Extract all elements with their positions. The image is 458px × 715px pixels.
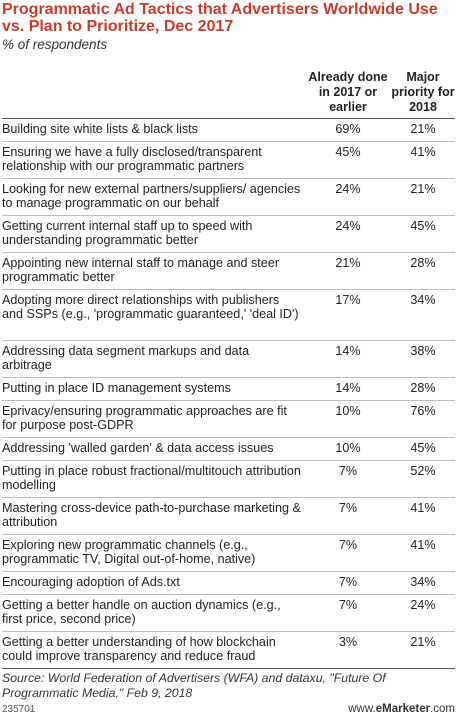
table-row: Putting in place robust fractional/multi… [2, 460, 455, 498]
row-label: Putting in place robust fractional/multi… [2, 460, 305, 498]
row-label: Building site white lists & black lists [2, 119, 305, 142]
row-value-priority: 21% [391, 631, 455, 669]
row-value-done: 7% [305, 594, 391, 632]
row-value-priority: 41% [391, 141, 455, 179]
chart-subtitle: % of respondents [2, 37, 108, 52]
row-value-priority: 45% [391, 437, 455, 461]
row-label: Eprivacy/ensuring programmatic approache… [2, 400, 305, 438]
table-row: Addressing 'walled garden' & data access… [2, 437, 455, 461]
row-label: Addressing 'walled garden' & data access… [2, 437, 305, 461]
row-value-done: 21% [305, 252, 391, 290]
row-label: Mastering cross-device path-to-purchase … [2, 497, 305, 535]
row-value-done: 10% [305, 437, 391, 461]
table-row: Adopting more direct relationships with … [2, 289, 455, 341]
row-value-priority: 76% [391, 400, 455, 438]
row-value-done: 7% [305, 534, 391, 572]
row-value-done: 7% [305, 571, 391, 595]
row-label: Putting in place ID management systems [2, 377, 305, 401]
column-header-priority: Major priority for 2018 [391, 70, 455, 114]
table-row: Exploring new programmatic channels (e.g… [2, 534, 455, 572]
row-label: Addressing data segment markups and data… [2, 340, 305, 378]
row-value-done: 3% [305, 631, 391, 669]
table-row: Looking for new external partners/suppli… [2, 178, 455, 216]
table-row: Eprivacy/ensuring programmatic approache… [2, 400, 455, 438]
table-row: Building site white lists & black lists 6… [2, 119, 455, 142]
brand-name: eMarketer [375, 703, 431, 715]
footer-bottom: 235701 www.eMarketer.com [2, 703, 455, 715]
row-value-priority: 52% [391, 460, 455, 498]
table-row: Getting a better understanding of how bl… [2, 631, 455, 669]
header-rule [2, 118, 455, 119]
row-value-priority: 34% [391, 571, 455, 595]
table-row: Ensuring we have a fully disclosed/trans… [2, 141, 455, 179]
row-value-priority: 41% [391, 497, 455, 535]
row-label: Ensuring we have a fully disclosed/trans… [2, 141, 305, 179]
table-row: Mastering cross-device path-to-purchase … [2, 497, 455, 535]
source-note: Source: World Federation of Advertisers … [2, 671, 386, 700]
table-header: Already done in 2017 or earlier Major pr… [2, 58, 455, 115]
row-value-priority: 28% [391, 252, 455, 290]
row-value-priority: 38% [391, 340, 455, 378]
row-label: Encouraging adoption of Ads.txt [2, 571, 305, 595]
chart-title: Programmatic Ad Tactics that Advertisers… [2, 1, 438, 35]
row-value-done: 7% [305, 460, 391, 498]
brand-prefix: www. [348, 703, 376, 715]
row-value-priority: 21% [391, 119, 455, 142]
row-value-done: 7% [305, 497, 391, 535]
table-row: Addressing data segment markups and data… [2, 340, 455, 378]
row-value-done: 24% [305, 215, 391, 253]
row-value-priority: 28% [391, 377, 455, 401]
row-label: Getting current internal staff up to spe… [2, 215, 305, 253]
row-value-done: 45% [305, 141, 391, 179]
table-row: Putting in place ID management systems 14… [2, 377, 455, 401]
row-label: Getting a better understanding of how bl… [2, 631, 305, 669]
row-value-done: 14% [305, 340, 391, 378]
row-value-done: 69% [305, 119, 391, 142]
row-value-priority: 21% [391, 178, 455, 216]
row-value-priority: 41% [391, 534, 455, 572]
row-value-priority: 24% [391, 594, 455, 632]
brand-link[interactable]: www.eMarketer.com [348, 703, 455, 715]
data-table: Building site white lists & black lists 6… [2, 119, 455, 669]
row-value-priority: 45% [391, 215, 455, 253]
row-label: Looking for new external partners/suppli… [2, 178, 305, 216]
table-row: Getting current internal staff up to spe… [2, 215, 455, 253]
row-label: Exploring new programmatic channels (e.g… [2, 534, 305, 572]
table-row: Appointing new internal staff to manage … [2, 252, 455, 290]
row-value-priority: 34% [391, 289, 455, 341]
brand-suffix: .com [430, 703, 455, 715]
row-label: Adopting more direct relationships with … [2, 289, 305, 341]
row-value-done: 10% [305, 400, 391, 438]
table-row: Getting a better handle on auction dynam… [2, 594, 455, 632]
row-value-done: 24% [305, 178, 391, 216]
table-row: Encouraging adoption of Ads.txt 7% 34% [2, 571, 455, 595]
chart-id: 235701 [2, 703, 36, 715]
footer: Source: World Federation of Advertisers … [2, 668, 455, 715]
row-label: Getting a better handle on auction dynam… [2, 594, 305, 632]
column-header-done: Already done in 2017 or earlier [308, 70, 388, 114]
row-value-done: 14% [305, 377, 391, 401]
row-value-done: 17% [305, 289, 391, 341]
row-label: Appointing new internal staff to manage … [2, 252, 305, 290]
